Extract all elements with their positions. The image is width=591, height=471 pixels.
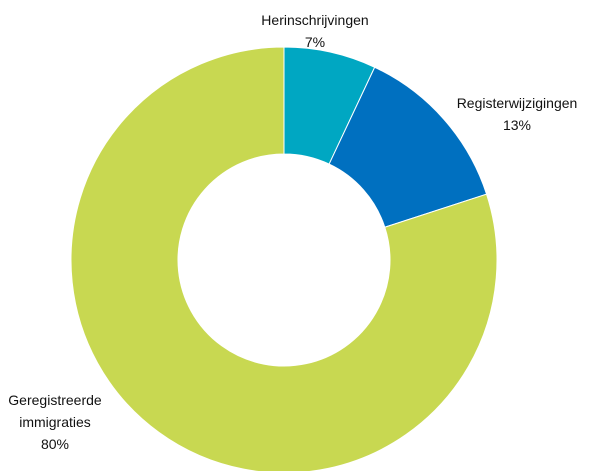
slice-label: Herinschrijvingen 7% bbox=[245, 9, 385, 53]
category-label: Geregistreerde immigraties bbox=[8, 392, 102, 430]
slice-label: Geregistreerde immigraties 80% bbox=[0, 389, 110, 455]
value-label: 7% bbox=[304, 34, 326, 50]
category-label: Registerwijzigingen bbox=[456, 95, 578, 111]
value-label: 13% bbox=[502, 117, 532, 133]
slice bbox=[70, 46, 498, 471]
category-label: Herinschrijvingen bbox=[261, 12, 369, 28]
slice-label: Registerwijzigingen 13% bbox=[442, 92, 591, 136]
value-label: 80% bbox=[40, 436, 70, 452]
